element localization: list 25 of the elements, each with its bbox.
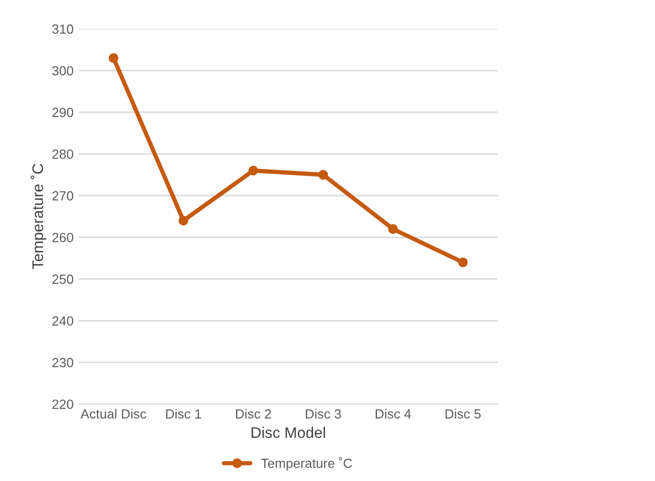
- y-tick-label: 290: [52, 108, 74, 118]
- y-tick-label: 300: [52, 66, 74, 76]
- y-axis-title: Temperature ˚C: [30, 164, 46, 270]
- point: [318, 170, 328, 180]
- y-tick-label: 230: [52, 358, 74, 368]
- y-tick-label: 310: [52, 24, 74, 34]
- point: [178, 216, 188, 226]
- y-tick-label: 240: [52, 316, 74, 326]
- x-tick-label: Disc 2: [236, 408, 271, 419]
- legend-label: Temperature ˚C: [261, 457, 352, 471]
- y-tick-label: 280: [52, 149, 74, 159]
- x-tick-label: Disc 3: [306, 408, 341, 419]
- y-tick-label: 270: [52, 191, 74, 201]
- x-tick-label: Disc 5: [446, 408, 481, 419]
- point: [388, 224, 398, 234]
- point: [108, 53, 118, 63]
- x-axis-title: Disc Model: [252, 426, 325, 438]
- x-tick-label: Disc 1: [166, 408, 202, 419]
- point: [458, 257, 468, 268]
- x-tick-label: Actual Disc: [80, 408, 146, 419]
- y-tick-label: 250: [52, 274, 74, 284]
- y-tick-label: 220: [52, 400, 74, 409]
- point: [248, 166, 258, 176]
- x-tick-label: Disc 4: [376, 408, 411, 419]
- y-tick-label: 260: [52, 232, 74, 242]
